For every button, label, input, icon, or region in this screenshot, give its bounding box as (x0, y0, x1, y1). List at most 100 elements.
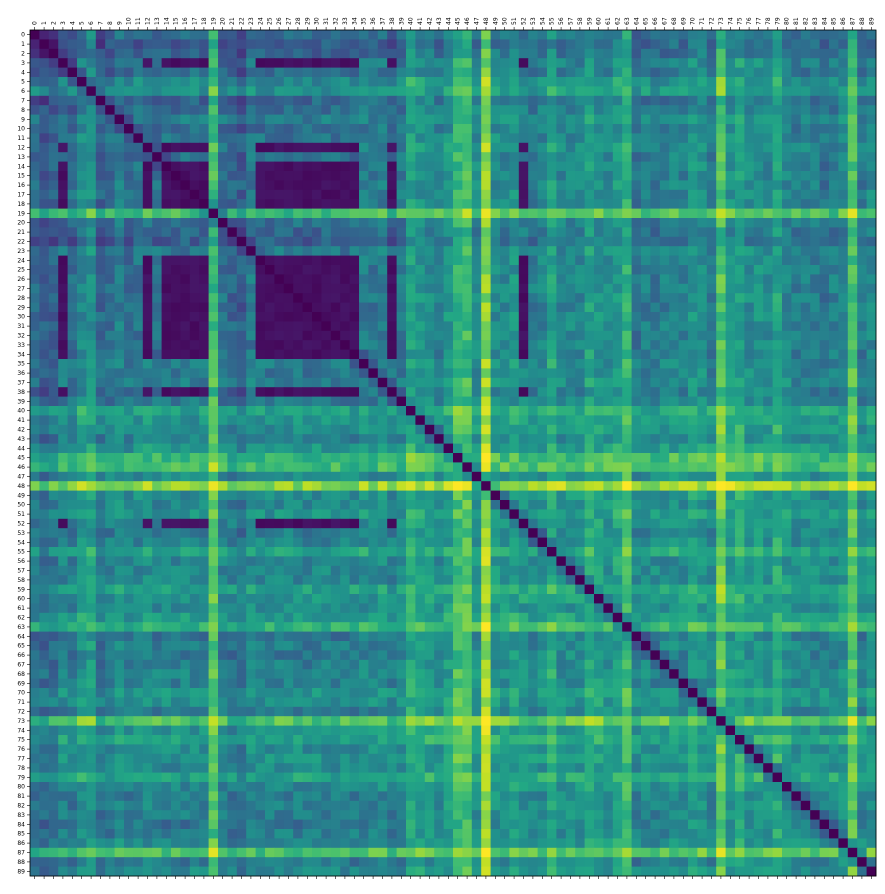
heatmap-cell (227, 30, 238, 40)
heatmap-cell (67, 171, 78, 181)
heatmap-cell (95, 340, 106, 350)
heatmap-cell (857, 142, 867, 153)
heatmap-cell (180, 406, 191, 416)
heatmap-cell (152, 95, 162, 106)
heatmap-cell (359, 340, 369, 350)
heatmap-cell (48, 152, 59, 162)
heatmap-cell (528, 387, 538, 397)
heatmap-cell (669, 189, 679, 200)
heatmap-cell (180, 528, 191, 538)
heatmap-cell (518, 208, 529, 219)
heatmap-cell (716, 302, 726, 313)
heatmap-cell (537, 481, 548, 491)
heatmap-cell (312, 377, 322, 388)
heatmap-cell (819, 208, 830, 219)
heatmap-cell (424, 434, 435, 444)
heatmap-cell (255, 415, 266, 426)
heatmap-cell (791, 227, 802, 238)
heatmap-cell (857, 396, 867, 407)
heatmap-cell (744, 236, 755, 247)
heatmap-cell (39, 312, 50, 322)
heatmap-cell (302, 462, 313, 473)
heatmap-cell (453, 39, 463, 50)
heatmap-cell (575, 95, 585, 106)
heatmap-cell (124, 171, 134, 181)
heatmap-cell (706, 265, 717, 275)
heatmap-cell (246, 471, 256, 482)
heatmap-cell (434, 537, 444, 548)
heatmap-cell (30, 490, 40, 501)
heatmap-cell (753, 255, 764, 266)
heatmap-cell (753, 152, 764, 162)
heatmap-cell (39, 415, 50, 426)
heatmap-cell (603, 396, 614, 407)
heatmap-cell (133, 189, 144, 200)
heatmap-cell (58, 406, 68, 416)
heatmap-cell (659, 443, 670, 454)
heatmap-cell (763, 443, 773, 454)
heatmap-cell (819, 509, 830, 520)
heatmap-cell (847, 39, 858, 50)
heatmap-cell (847, 415, 858, 426)
heatmap-cell (77, 434, 87, 444)
heatmap-cell (434, 199, 444, 209)
heatmap-cell (641, 453, 651, 463)
heatmap-cell (641, 443, 651, 454)
heatmap-cell (152, 434, 162, 444)
heatmap-cell (800, 528, 811, 538)
heatmap-cell (105, 39, 115, 50)
heatmap-cell (462, 39, 473, 50)
heatmap-cell (509, 500, 520, 510)
heatmap-cell (77, 142, 87, 153)
heatmap-cell (659, 312, 670, 322)
heatmap-cell (753, 30, 764, 40)
heatmap-cell (556, 265, 567, 275)
heatmap-cell (274, 321, 285, 332)
heatmap-cell (622, 340, 632, 350)
heatmap-cell (481, 274, 491, 285)
heatmap-cell (669, 312, 679, 322)
heatmap-cell (236, 218, 247, 228)
heatmap-cell (565, 152, 576, 162)
heatmap-cell (500, 95, 510, 106)
heatmap-cell (86, 265, 97, 275)
heatmap-cell (753, 312, 764, 322)
heatmap-cell (142, 330, 153, 341)
heatmap-cell (255, 406, 266, 416)
heatmap-cell (312, 114, 322, 125)
heatmap-cell (490, 161, 501, 172)
heatmap-cell (838, 48, 849, 59)
heatmap-cell (697, 462, 708, 473)
heatmap-cell (641, 227, 651, 238)
heatmap-cell (359, 387, 369, 397)
heatmap-cell (387, 462, 397, 473)
heatmap-cell (575, 471, 585, 482)
heatmap-cell (424, 142, 435, 153)
heatmap-cell (265, 265, 275, 275)
heatmap-cell (434, 236, 444, 247)
heatmap-cell (800, 189, 811, 200)
heatmap-cell (321, 67, 332, 78)
heatmap-cell (218, 293, 228, 303)
heatmap-cell (509, 359, 520, 369)
heatmap-cell (312, 180, 322, 191)
heatmap-cell (302, 171, 313, 181)
heatmap-cell (218, 58, 228, 68)
heatmap-cell (669, 133, 679, 144)
heatmap-cell (283, 227, 294, 238)
heatmap-cell (330, 208, 341, 219)
heatmap-cell (575, 58, 585, 68)
heatmap-cell (603, 443, 614, 454)
heatmap-cell (678, 471, 689, 482)
heatmap-cell (152, 180, 162, 191)
heatmap-cell (368, 86, 379, 97)
heatmap-cell (556, 471, 567, 482)
heatmap-cell (866, 434, 877, 444)
heatmap-cell (377, 133, 388, 144)
heatmap-cell (547, 518, 557, 529)
heatmap-cell (500, 387, 510, 397)
heatmap-cell (782, 537, 792, 548)
heatmap-cell (500, 453, 510, 463)
heatmap-cell (481, 255, 491, 266)
heatmap-cell (67, 453, 78, 463)
